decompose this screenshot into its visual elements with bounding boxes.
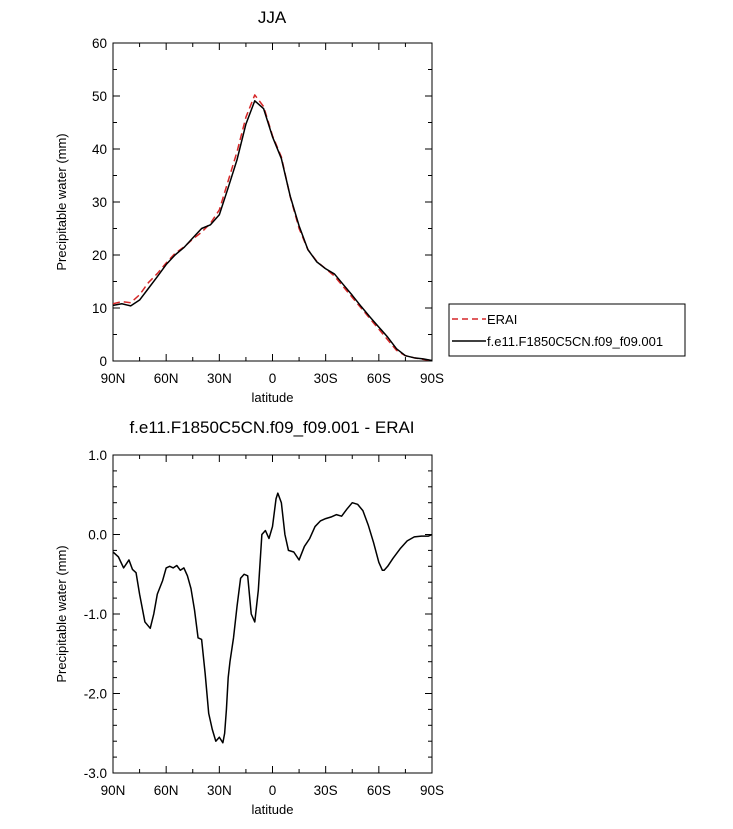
plot-frame [112, 42, 433, 362]
x-tick-label: 30N [207, 783, 232, 798]
x-tick-label: 30N [207, 371, 232, 386]
series-line-f-e11-f1850c5cn-f09-f09-001 [113, 100, 432, 361]
legend-entry: f.e11.F1850C5CN.f09_f09.001 [487, 334, 663, 349]
y-axis-label: Precipitable water (mm) [54, 133, 69, 270]
plot-frame [112, 454, 433, 774]
x-tick-label: 60N [154, 783, 179, 798]
y-tick-label: 10 [92, 301, 107, 316]
y-tick-label: 20 [92, 248, 107, 263]
x-tick-label: 0 [269, 371, 277, 386]
x-tick-label: 90S [420, 371, 444, 386]
panel-bottom: f.e11.F1850C5CN.f09_f09.001 - ERAI 1.0 0.… [54, 418, 444, 817]
x-tick-label: 30S [314, 783, 338, 798]
legend-entry: ERAI [487, 312, 517, 327]
x-tick-label: 60S [367, 783, 391, 798]
panel-top: JJA 0 10 20 30 40 50 60 90N 60N 30N 0 30S 60S 90S lati… [54, 8, 686, 405]
legend: ERAI f.e11.F1850C5CN.f09_f09.001 [448, 303, 686, 357]
y-tick-label: 1.0 [88, 448, 107, 463]
y-tick-label: 40 [92, 142, 107, 157]
series-line-difference [113, 492, 432, 744]
chart-title: f.e11.F1850C5CN.f09_f09.001 - ERAI [129, 418, 414, 437]
x-axis-label: latitude [252, 390, 294, 405]
y-tick-label: 50 [92, 89, 107, 104]
chart-title: JJA [258, 8, 287, 27]
y-tick-label: -1.0 [84, 607, 107, 622]
y-tick-label: -2.0 [84, 687, 107, 702]
y-tick-label: 30 [92, 195, 107, 210]
legend-box [448, 303, 686, 357]
x-axis-label: latitude [252, 802, 294, 817]
y-tick-label: 60 [92, 36, 107, 51]
x-tick-label: 60N [154, 371, 179, 386]
y-tick-label: 0.0 [88, 528, 107, 543]
x-tick-label: 0 [269, 783, 277, 798]
x-tick-label: 90S [420, 783, 444, 798]
y-tick-label: 0 [99, 354, 107, 369]
x-tick-label: 90N [101, 371, 126, 386]
x-tick-label: 90N [101, 783, 126, 798]
y-axis-label: Precipitable water (mm) [54, 545, 69, 682]
x-tick-label: 60S [367, 371, 391, 386]
y-tick-label: -3.0 [84, 766, 107, 781]
x-tick-label: 30S [314, 371, 338, 386]
